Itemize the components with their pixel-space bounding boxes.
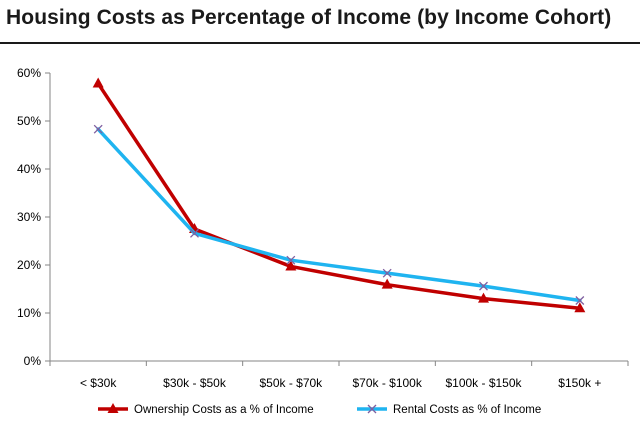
ownership-point — [574, 302, 586, 313]
ownership-series-line — [96, 81, 582, 310]
x-tick-label: $30k - $50k — [163, 376, 227, 390]
rental-point — [190, 228, 199, 238]
x-tick-label: $50k - $70k — [259, 376, 323, 390]
rental-legend-label: Rental Costs as % of Income — [393, 404, 541, 416]
rental-point — [575, 296, 585, 305]
y-tick-label: 60% — [17, 66, 41, 80]
y-tick-label: 20% — [17, 258, 41, 272]
x-tick-label: $150k + — [558, 376, 601, 390]
ownership-legend-label: Ownership Costs as a % of Income — [134, 404, 314, 416]
rental-point — [382, 268, 392, 278]
rental-point — [93, 124, 103, 134]
title-underline — [0, 42, 640, 44]
rental-point — [286, 255, 296, 265]
ownership-point — [381, 278, 393, 289]
y-tick-label: 0% — [24, 354, 42, 368]
rental-point — [479, 281, 488, 291]
x-tick-label: $100k - $150k — [445, 376, 522, 390]
x-tick-label: < $30k — [80, 376, 117, 390]
ownership-point — [478, 292, 489, 303]
rental-legend-marker — [367, 404, 377, 414]
y-tick-label: 30% — [17, 210, 41, 224]
rental-series-line — [96, 127, 582, 303]
ownership-legend-marker — [107, 403, 119, 413]
x-tick-label: $70k - $100k — [352, 376, 422, 390]
chart-title: Housing Costs as Percentage of Income (b… — [6, 6, 612, 29]
y-tick-label: 50% — [17, 114, 41, 128]
ownership-point — [92, 77, 104, 88]
y-tick-label: 10% — [17, 306, 41, 320]
ownership-point — [285, 260, 297, 271]
y-tick-label: 40% — [17, 162, 41, 176]
